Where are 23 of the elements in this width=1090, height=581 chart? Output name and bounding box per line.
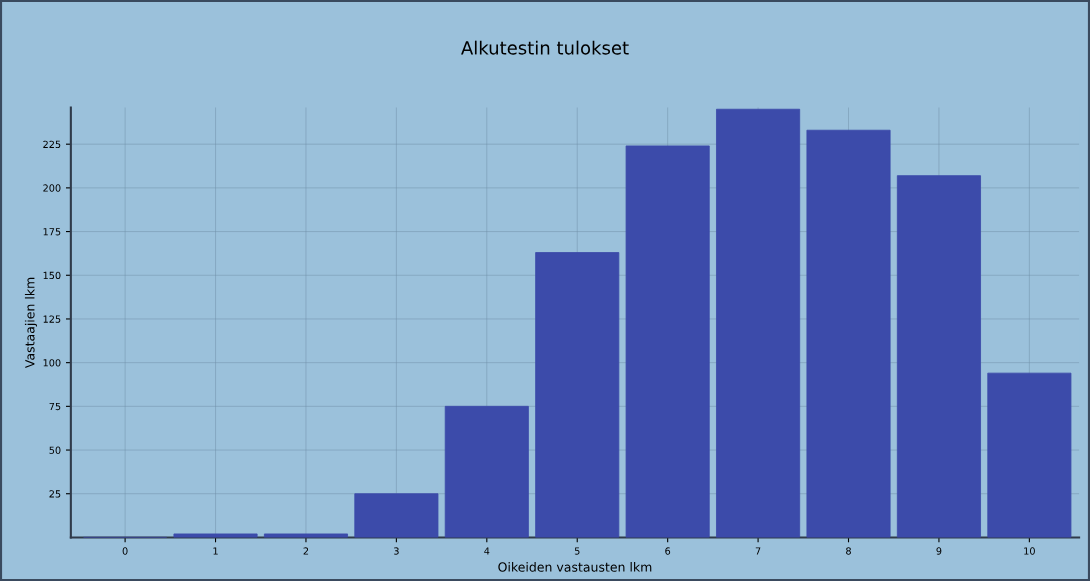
y-tick-label: 75 (49, 402, 61, 411)
x-tick-label: 8 (846, 547, 851, 555)
y-tick-label: 25 (49, 490, 61, 498)
y-tick-label: 50 (49, 446, 61, 454)
chart-title: Alkutestin tulokset (461, 40, 629, 55)
x-tick-label: 2 (303, 547, 309, 555)
y-tick-label: 100 (43, 359, 61, 367)
y-tick-label: 175 (43, 228, 61, 236)
y-axis-title: Vastaajien lkm (24, 277, 38, 369)
x-tick-label: 0 (122, 547, 128, 555)
x-tick-label: 3 (394, 547, 399, 555)
y-tick-label: 225 (43, 140, 61, 149)
x-tick-label: 7 (755, 547, 761, 555)
x-tick-label: 9 (936, 547, 942, 555)
x-tick-label: 1 (213, 547, 218, 555)
x-axis-title: Oikeiden vastausten lkm (498, 562, 652, 572)
y-tick-label: 200 (43, 184, 61, 192)
x-tick-label: 6 (665, 547, 671, 555)
y-tick-label: 150 (43, 271, 61, 280)
x-tick-label: 10 (1024, 547, 1035, 555)
x-tick-label: 5 (574, 547, 580, 555)
x-tick-label: 4 (484, 547, 490, 555)
y-tick-label: 125 (43, 315, 61, 323)
